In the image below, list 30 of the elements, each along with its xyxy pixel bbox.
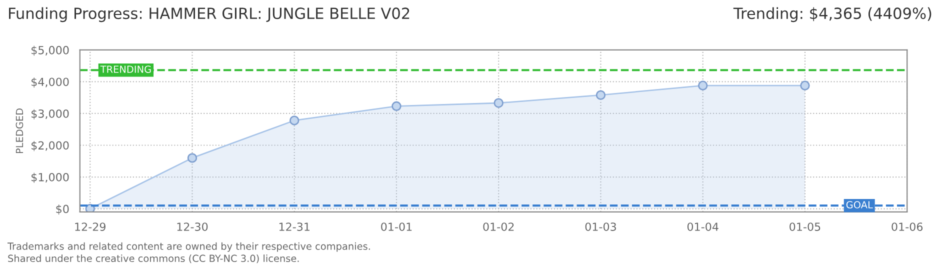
y-tick-label: $5,000 — [32, 46, 69, 56]
x-tick-label: 01-05 — [790, 222, 820, 231]
point — [290, 116, 300, 126]
point — [392, 101, 402, 112]
x-tick-label: 01-02 — [483, 222, 514, 231]
point — [596, 90, 606, 100]
point — [494, 98, 504, 108]
point — [85, 204, 95, 212]
y-tick-label: $4,000 — [32, 77, 69, 88]
point — [698, 80, 708, 90]
chart-title: Funding Progress: HAMMER GIRL: JUNGLE BELLE V02 — [9, 7, 410, 22]
text: Trending: $4,365 (4409%) — [733, 7, 932, 22]
x-tick-label: 12-29 — [75, 222, 106, 231]
text: Shared under the creative commons (CC BY-NC 3.0) license. — [8, 254, 299, 264]
ref-line-label: GOAL — [846, 201, 873, 208]
y-tick-label: $0 — [56, 204, 69, 215]
x-tick-label: 12-30 — [177, 222, 208, 231]
y-tick-label: $1,000 — [32, 172, 69, 183]
x-tick-label: 01-03 — [585, 222, 616, 231]
x-tick-label: 01-04 — [687, 222, 718, 231]
point — [187, 153, 198, 163]
x-tick-label: 01-06 — [892, 222, 923, 231]
y-tick-label: $2,000 — [32, 141, 69, 152]
y-tick-label: $3,000 — [32, 109, 69, 120]
x-tick-label: 12-31 — [279, 222, 310, 231]
x-tick-label: 01-01 — [381, 222, 412, 231]
text: Trademarks and related content are owned by their respective companies. — [7, 242, 370, 252]
point — [800, 80, 810, 90]
y-axis-title: PLEDGED — [16, 108, 24, 154]
ref-line-label: TRENDING — [100, 66, 151, 73]
